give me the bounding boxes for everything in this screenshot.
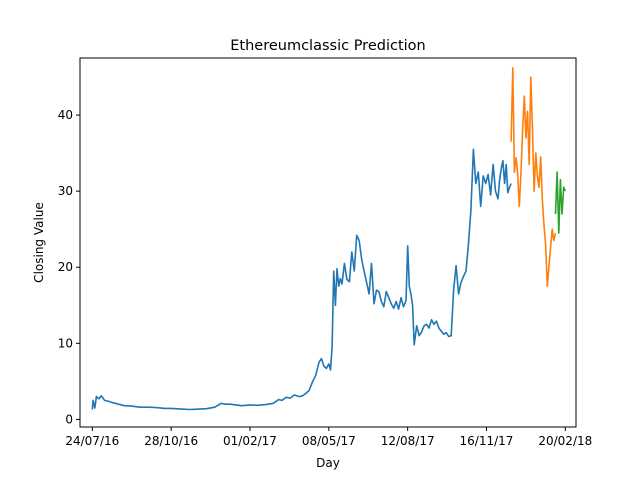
y-axis: 0 10 20 30 40 (58, 108, 80, 426)
x-tick-label: 24/07/16 (65, 434, 119, 448)
series-line-3 (554, 171, 567, 234)
y-axis-label: Closing Value (32, 202, 46, 283)
series-layer (91, 67, 567, 411)
y-tick-label: 40 (58, 108, 73, 122)
x-tick-label: 16/11/17 (460, 434, 514, 448)
series-line-2 (510, 67, 557, 288)
x-axis: 24/07/16 28/10/16 01/02/17 08/05/17 12/08/17… (65, 427, 592, 448)
y-tick-label: 20 (58, 260, 73, 274)
y-tick-label: 0 (65, 412, 73, 426)
plot-background (80, 58, 576, 427)
x-tick-label: 20/02/18 (538, 434, 592, 448)
x-tick-label: 12/08/17 (381, 434, 435, 448)
series-line-1 (91, 148, 512, 411)
x-tick-label: 01/02/17 (223, 434, 277, 448)
y-tick-label: 30 (58, 184, 73, 198)
x-axis-label: Day (316, 456, 340, 470)
x-tick-label: 08/05/17 (302, 434, 356, 448)
chart-title: Ethereumclassic Prediction (230, 38, 425, 54)
plot-area (79, 57, 577, 428)
plot-frame (79, 57, 577, 428)
y-tick-label: 10 (58, 336, 73, 350)
x-tick-label: 28/10/16 (144, 434, 198, 448)
